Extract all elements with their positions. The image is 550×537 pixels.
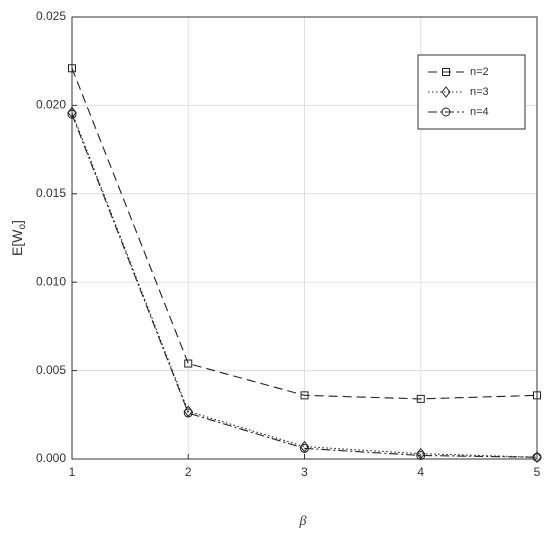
legend-label: n=3 [470, 86, 489, 98]
y-label-end: ] [9, 220, 25, 224]
marker [300, 391, 309, 400]
marker [183, 408, 193, 418]
y-tick-label: 0.025 [36, 9, 66, 23]
y-tick-label: 0.000 [36, 451, 66, 465]
marker [532, 452, 542, 462]
series-line [71, 68, 538, 400]
marker [441, 86, 451, 98]
marker [184, 359, 193, 368]
marker [416, 394, 425, 403]
series-line [71, 114, 538, 458]
marker [68, 64, 76, 73]
y-tick-label: 0.015 [36, 186, 66, 200]
series-line [71, 112, 538, 458]
marker [441, 107, 451, 117]
legend-label: n=4 [470, 106, 489, 118]
y-axis-label: E[Wo] [9, 220, 28, 256]
x-tick-label: 5 [534, 465, 541, 479]
y-tick-label: 0.010 [36, 274, 66, 288]
x-tick-label: 1 [69, 465, 76, 479]
x-tick-label: 3 [301, 465, 308, 479]
legend-box [417, 54, 526, 130]
marker [533, 391, 541, 400]
y-tick-label: 0.005 [36, 363, 66, 377]
plot-frame [71, 16, 538, 460]
marker [416, 450, 426, 460]
y-label-main: E[W [9, 229, 25, 256]
x-axis-label: β [299, 514, 307, 529]
x-tick-label: 2 [185, 465, 192, 479]
y-tick-label: 0.020 [36, 98, 66, 112]
legend: n=2 n=3 n=4 [417, 54, 526, 130]
marker [300, 443, 309, 453]
legend-label: n=2 [470, 66, 489, 78]
marker [532, 451, 542, 464]
y-label-sub: o [17, 224, 28, 230]
x-tick-label: 4 [417, 465, 424, 479]
marker [67, 109, 77, 119]
marker [442, 68, 450, 76]
